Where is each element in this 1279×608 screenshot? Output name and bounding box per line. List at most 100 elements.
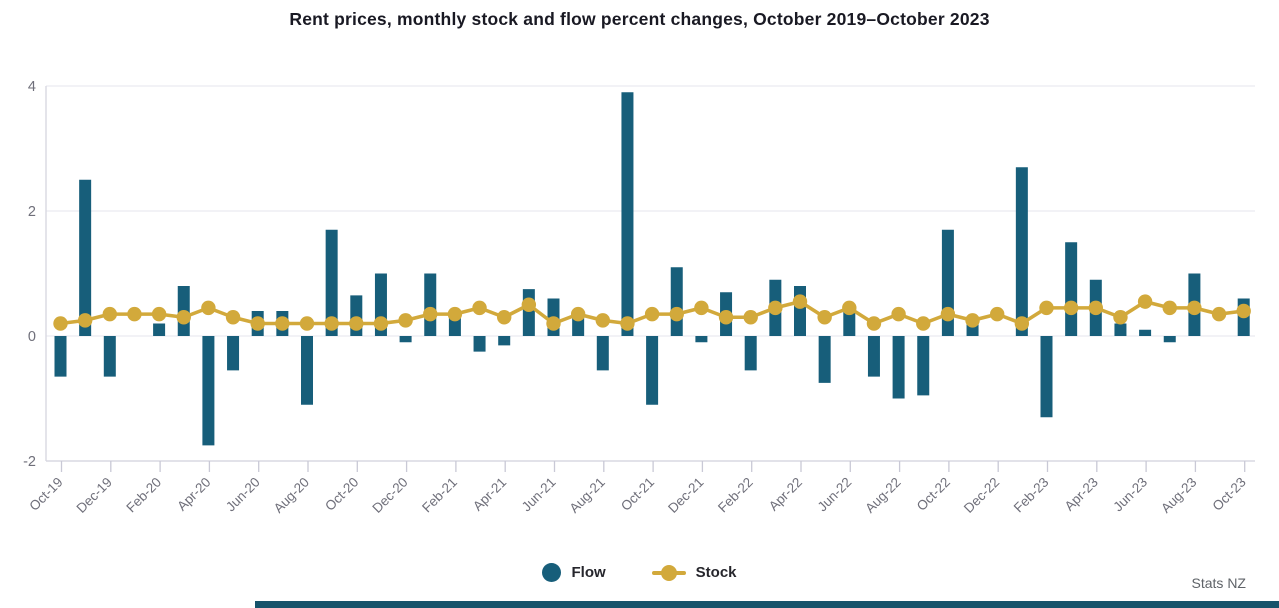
x-axis-tick-label: Feb-22 [715, 475, 756, 516]
legend-item-stock: Stock [651, 563, 737, 582]
stock-point [595, 313, 610, 328]
stock-point [1162, 300, 1177, 316]
stock-point [1236, 303, 1251, 319]
x-axis-tick-label: Jun-23 [1110, 475, 1150, 515]
stock-point [1014, 316, 1030, 331]
flow-bar [79, 179, 92, 336]
flow-bar [1040, 336, 1053, 418]
x-axis-tick-label: Feb-20 [123, 475, 164, 516]
x-axis-tick-label: Apr-23 [1062, 475, 1101, 514]
stock-point [299, 316, 315, 331]
stock-point [965, 313, 980, 328]
x-axis-tick-label: Feb-23 [1011, 475, 1052, 516]
stock-point [1063, 300, 1079, 316]
y-axis-tick-label: 4 [28, 79, 36, 95]
x-axis-tick-label: Oct-19 [26, 475, 65, 514]
stock-point [1211, 306, 1227, 322]
stock-point [127, 306, 142, 322]
stock-swatch-icon [651, 563, 686, 582]
stock-point [1088, 300, 1104, 316]
stock-point [768, 300, 783, 316]
stock-point [866, 316, 882, 331]
stock-point [694, 300, 709, 316]
x-axis-tick-label: Dec-20 [369, 475, 410, 516]
flow-bar [399, 336, 412, 343]
stock-point [521, 297, 537, 312]
flow-bar [670, 267, 683, 336]
stock-point [176, 310, 191, 325]
flow-bar [621, 92, 634, 336]
flow-bar [54, 336, 67, 377]
stock-point [792, 294, 808, 309]
y-axis-tick-label: -2 [23, 454, 36, 470]
flow-bar [325, 229, 338, 336]
x-axis-tick-label: Oct-20 [322, 475, 361, 514]
stock-point [497, 310, 512, 325]
flow-bar [646, 336, 659, 405]
x-axis-tick-label: Dec-19 [74, 475, 115, 516]
stock-point [225, 310, 241, 325]
stock-point [916, 316, 931, 331]
stock-point [423, 306, 438, 322]
legend-stock-label: Stock [695, 564, 737, 581]
flow-bar [301, 336, 313, 405]
stock-point [546, 316, 561, 331]
x-axis-tick-label: Aug-21 [567, 475, 608, 516]
stock-point [940, 306, 956, 322]
x-axis-tick-label: Oct-22 [914, 475, 953, 514]
stock-point [1039, 300, 1054, 316]
stock-point [275, 316, 290, 331]
stock-point [743, 310, 758, 325]
x-axis-tick-label: Aug-20 [271, 475, 312, 516]
flow-bar [103, 336, 116, 377]
flow-bar [1139, 329, 1152, 336]
stock-point [570, 306, 586, 322]
flow-bar [202, 336, 215, 446]
x-axis-tick-label: Jun-22 [815, 475, 855, 515]
y-axis-tick-label: 2 [28, 204, 36, 220]
stock-point [324, 316, 339, 331]
bottom-bar [255, 601, 1279, 608]
source-attribution: Stats NZ [1191, 575, 1246, 591]
x-axis-tick-label: Dec-21 [665, 475, 706, 516]
flow-bar [498, 336, 511, 346]
flow-swatch-icon [542, 563, 562, 582]
stock-point [398, 313, 413, 328]
stock-point [1137, 294, 1153, 309]
flow-bar [818, 336, 831, 383]
stock-point [472, 300, 487, 316]
x-axis-tick-label: Apr-21 [470, 475, 509, 514]
stock-point [891, 306, 906, 322]
x-axis-tick-label: Aug-23 [1158, 475, 1199, 516]
flow-bar [473, 336, 486, 352]
flow-bar [153, 323, 166, 336]
stock-point [151, 306, 167, 322]
x-axis-tick-label: Jun-20 [223, 475, 263, 515]
stock-point [669, 306, 684, 322]
flow-bar [867, 336, 880, 377]
stock-point [620, 316, 635, 331]
x-axis-tick-label: Dec-22 [961, 475, 1002, 516]
flow-bar [892, 336, 905, 399]
stock-point [349, 316, 364, 331]
stock-point [718, 310, 734, 325]
stock-point [77, 313, 93, 328]
x-axis-tick-label: Feb-21 [419, 475, 460, 516]
stock-point [990, 306, 1005, 322]
flow-bar [1163, 336, 1176, 343]
stock-point [250, 316, 265, 331]
flow-bar [1015, 167, 1028, 336]
stock-point [842, 300, 857, 316]
flow-bar [227, 336, 240, 371]
flow-bar [522, 289, 535, 336]
stock-point [201, 300, 216, 316]
stock-point [1113, 310, 1128, 325]
flow-bar [917, 336, 930, 396]
stock-point [644, 306, 660, 322]
stock-point [817, 310, 832, 325]
flow-bar [843, 307, 856, 336]
x-axis-tick-label: Oct-21 [618, 475, 657, 514]
flow-bar [744, 336, 757, 371]
stock-point [447, 306, 463, 322]
